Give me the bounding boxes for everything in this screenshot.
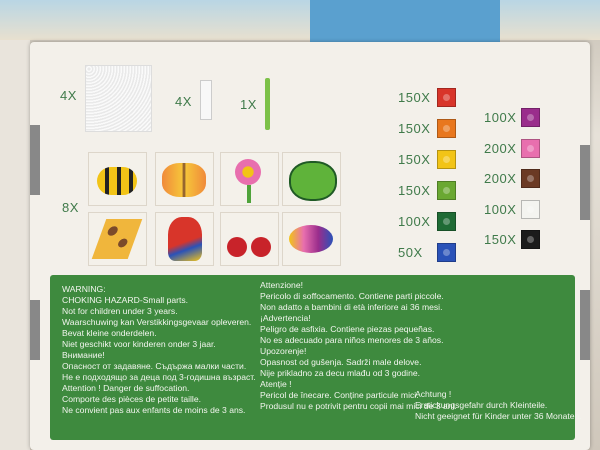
flower [235, 159, 261, 185]
warning-text: Produsul nu e potrivit pentru copii mai … [260, 401, 457, 411]
tool [265, 78, 270, 130]
shelf [0, 0, 600, 40]
color-swatch [437, 181, 456, 200]
color-swatch [437, 243, 456, 262]
warning-text: No es adecuado para niños menores de 3 a… [260, 335, 444, 345]
giraffe [91, 219, 143, 259]
warning-text: Non adatto a bambini di età inferiore ai… [260, 302, 443, 312]
piece-count: 8X [62, 200, 79, 215]
piece-count: 1X [240, 97, 257, 112]
piece-count: 150X [398, 121, 431, 136]
warning-text: Waarschuwing kan Verstikkingsgevaar ople… [62, 317, 252, 327]
flower-pattern [220, 152, 279, 206]
shelf-left [0, 40, 30, 450]
warning-text: WARNING: [62, 284, 106, 294]
warning-text: Attention ! Danger de suffocation. [62, 383, 190, 393]
color-swatch [521, 138, 540, 158]
warning-text: Ne convient pas aux enfants de moins de … [62, 405, 246, 415]
piece-count: 150X [398, 183, 431, 198]
bee [97, 167, 137, 195]
cherry [227, 237, 247, 257]
warning-text: Upozorenje! [260, 346, 307, 356]
piece-count: 100X [484, 201, 517, 217]
piece-count: 4X [60, 88, 77, 103]
parrot-pattern [155, 212, 214, 266]
fish [289, 225, 333, 253]
warning-text: Внимание! [62, 350, 105, 360]
color-swatch [437, 150, 456, 169]
butterfly [162, 163, 206, 197]
color-swatch [437, 119, 456, 138]
piece-count: 100X [398, 214, 431, 229]
warning-text: Не е подходящо за деца под 3-годишна въз… [62, 372, 256, 382]
color-swatch [521, 199, 540, 219]
warning-text: Opasnost od gušenja. Sadrži male delove. [260, 357, 422, 367]
piece-count: 200X [484, 140, 517, 156]
butterfly-pattern [155, 152, 214, 206]
warning-text: ¡Advertencia! [260, 313, 311, 323]
cherry-pattern [220, 212, 279, 266]
frog [289, 161, 337, 201]
handle [580, 290, 590, 360]
warning-text: Attenzione! [260, 280, 303, 290]
warning-text: Erstickungsgefahr durch Kleinteile. [415, 400, 548, 410]
warning-text: Peligro de asfixia. Contiene piezas pequ… [260, 324, 435, 334]
warning-panel [50, 275, 575, 440]
stem [247, 185, 251, 203]
warning-text: Bevat kleine onderdelen. [62, 328, 157, 338]
handle [580, 145, 590, 220]
color-swatch [437, 212, 456, 231]
parrot [168, 217, 202, 261]
pegboard [200, 80, 212, 120]
baseplate [85, 65, 152, 132]
piece-count: 150X [398, 152, 431, 167]
warning-text: Опасност от задавяне. Съдържа малки част… [62, 361, 247, 371]
piece-count: 150X [398, 90, 431, 105]
warning-text: Achtung ! [415, 389, 452, 399]
warning-text: Not for children under 3 years. [62, 306, 178, 316]
color-swatch [521, 169, 540, 188]
giraffe-pattern [88, 212, 147, 266]
color-swatch [521, 230, 540, 249]
bee-pattern [88, 152, 147, 206]
warning-text: Pericol de înecare. Conține particule mi… [260, 390, 419, 400]
handle [30, 125, 40, 195]
warning-text: Atenție ! [260, 379, 292, 389]
shelf-box [310, 0, 500, 45]
piece-count: 4X [175, 94, 192, 109]
color-swatch [437, 88, 456, 107]
warning-text: Niet geschikt voor kinderen onder 3 jaar… [62, 339, 216, 349]
warning-text: Comporte des pièces de petite taille. [62, 394, 202, 404]
piece-count: 200X [484, 171, 517, 186]
warning-text: Pericolo di soffocamento. Contiene parti… [260, 291, 444, 301]
piece-count: 150X [484, 232, 517, 247]
warning-text: Nije prikladno za decu mlađu od 3 godine… [260, 368, 421, 378]
handle [30, 300, 40, 360]
warning-text: CHOKING HAZARD-Small parts. [62, 295, 189, 305]
fish-pattern [282, 212, 341, 266]
warning-text: Nicht geeignet für Kinder unter 36 Monat… [415, 411, 582, 421]
cherry [251, 237, 271, 257]
color-swatch [521, 108, 540, 127]
piece-count: 50X [398, 245, 423, 260]
piece-count: 100X [484, 110, 517, 125]
frog-pattern [282, 152, 341, 206]
